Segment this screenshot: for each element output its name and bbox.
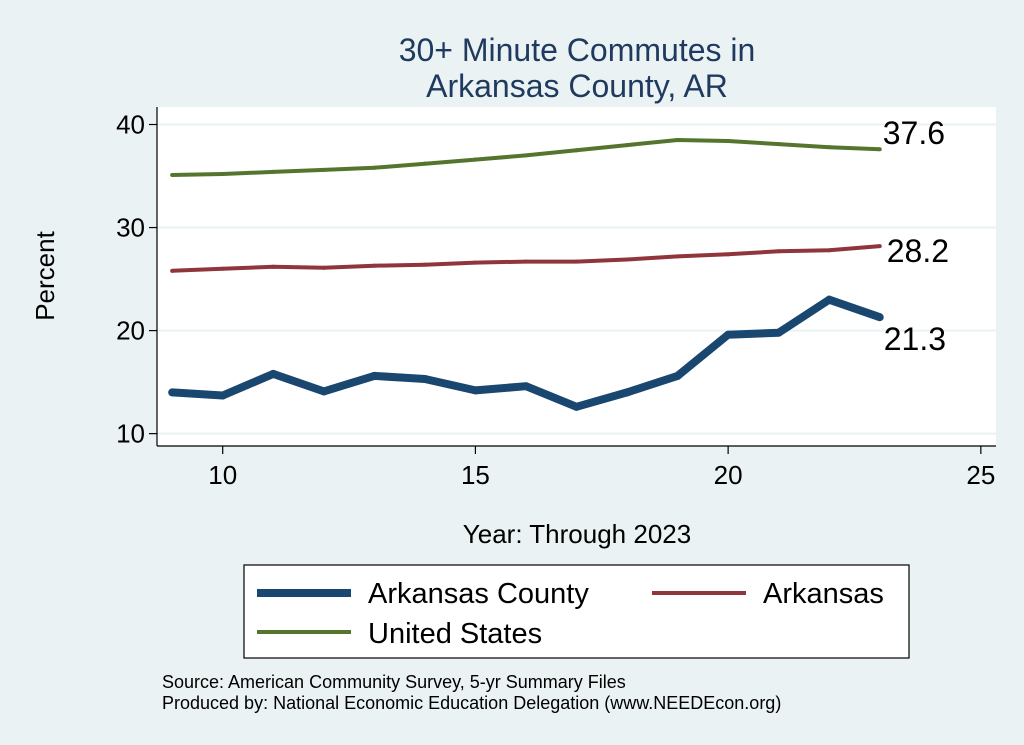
y-axis-title: Percent	[30, 230, 60, 320]
data-point-arkansas-county-11	[269, 369, 278, 378]
data-point-arkansas-21	[776, 249, 781, 254]
data-point-arkansas-19	[675, 254, 680, 259]
data-point-arkansas-county-18	[623, 388, 632, 397]
legend-label-arkansas-county: Arkansas County	[368, 578, 589, 610]
end-label-united-states: 37.6	[883, 115, 945, 151]
chart-title-line-1: 30+ Minute Commutes in	[399, 32, 756, 68]
data-point-arkansas-county-23	[875, 313, 884, 322]
data-point-arkansas-county-9	[168, 388, 177, 397]
data-point-arkansas-15	[473, 260, 478, 265]
legend-label-united-states: United States	[368, 618, 542, 650]
data-point-arkansas-county-12	[319, 387, 328, 396]
data-point-arkansas-18	[625, 257, 630, 262]
x-tick-label-10: 10	[208, 460, 237, 490]
plot-area	[157, 107, 996, 446]
x-tick-label-25: 25	[966, 460, 995, 490]
data-point-united-states-16	[523, 153, 528, 158]
data-point-united-states-22	[827, 145, 832, 150]
data-point-united-states-19	[675, 137, 680, 142]
data-point-arkansas-county-19	[673, 371, 682, 380]
data-point-arkansas-county-21	[774, 328, 783, 337]
y-tick-label-10: 10	[116, 419, 145, 449]
data-point-arkansas-20	[726, 252, 731, 257]
data-point-united-states-9	[170, 173, 175, 178]
data-point-arkansas-county-20	[724, 330, 733, 339]
x-tick-label-20: 20	[714, 460, 743, 490]
data-point-united-states-18	[625, 143, 630, 148]
data-point-united-states-15	[473, 157, 478, 162]
data-point-arkansas-13	[372, 263, 377, 268]
data-point-arkansas-14	[422, 262, 427, 267]
data-point-united-states-23	[877, 147, 882, 152]
data-point-united-states-20	[726, 139, 731, 144]
data-point-arkansas-county-10	[218, 391, 227, 400]
legend-box	[243, 564, 910, 659]
data-point-arkansas-22	[827, 248, 832, 253]
data-point-arkansas-county-13	[370, 371, 379, 380]
legend: Arkansas County Arkansas United States	[243, 564, 910, 659]
data-point-arkansas-county-15	[471, 386, 480, 395]
x-axis-title: Year: Through 2023	[463, 519, 691, 549]
y-tick-label-20: 20	[116, 316, 145, 346]
data-point-arkansas-9	[170, 268, 175, 273]
y-tick-label-30: 30	[116, 213, 145, 243]
data-point-arkansas-23	[877, 244, 882, 249]
data-point-arkansas-11	[271, 264, 276, 269]
end-label-arkansas-county: 21.3	[884, 321, 946, 357]
data-point-united-states-21	[776, 142, 781, 147]
data-point-united-states-17	[574, 148, 579, 153]
data-point-arkansas-county-17	[572, 402, 581, 411]
data-point-united-states-12	[321, 167, 326, 172]
data-point-arkansas-county-22	[825, 295, 834, 304]
data-point-arkansas-16	[523, 259, 528, 264]
data-point-arkansas-17	[574, 259, 579, 264]
data-point-arkansas-12	[321, 265, 326, 270]
data-point-arkansas-10	[220, 266, 225, 271]
y-tick-label-40: 40	[116, 110, 145, 140]
data-point-arkansas-county-14	[420, 375, 429, 384]
data-point-united-states-14	[422, 161, 427, 166]
producer-note: Produced by: National Economic Education…	[162, 693, 781, 713]
data-point-arkansas-county-16	[521, 382, 530, 391]
chart-title-line-2: Arkansas County, AR	[426, 68, 728, 104]
legend-label-arkansas: Arkansas	[763, 578, 884, 610]
data-point-united-states-11	[271, 169, 276, 174]
end-label-arkansas: 28.2	[887, 233, 949, 269]
source-note: Source: American Community Survey, 5-yr …	[162, 672, 626, 692]
data-point-united-states-13	[372, 165, 377, 170]
x-tick-label-15: 15	[461, 460, 490, 490]
data-point-united-states-10	[220, 171, 225, 176]
